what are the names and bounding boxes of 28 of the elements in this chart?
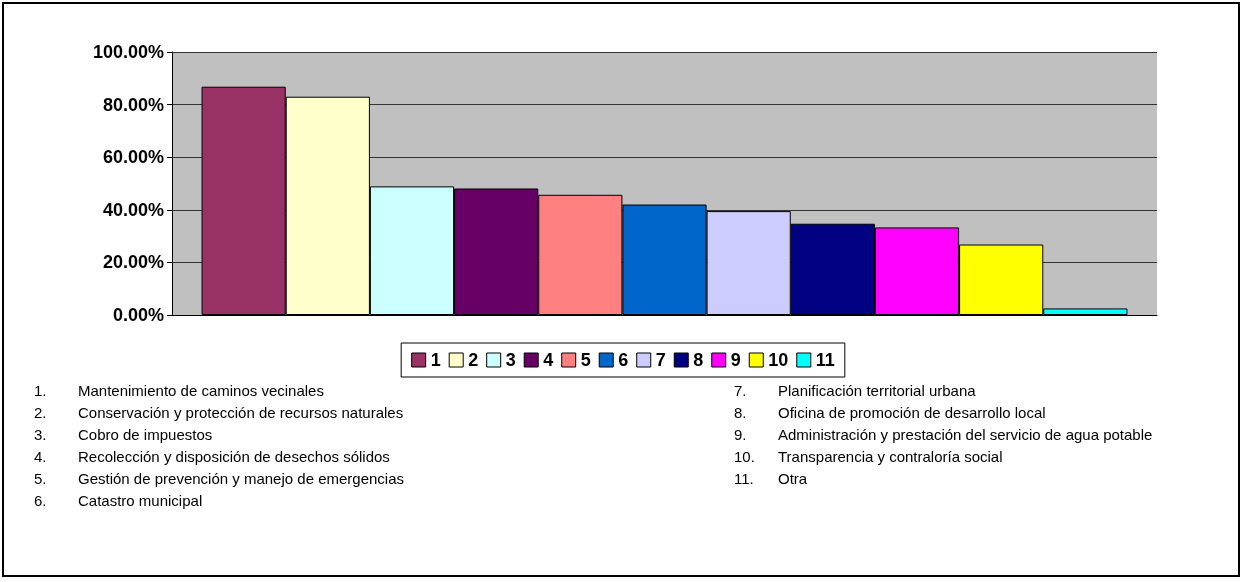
y-tick-label: 100.00% — [92, 42, 164, 62]
legend-label: 8 — [693, 350, 704, 370]
legend-label: 4 — [543, 350, 554, 370]
y-tick-label: 80.00% — [102, 94, 164, 115]
text: 1. Mantenimiento de caminos vecinales — [34, 382, 324, 399]
legend-label: 7 — [655, 350, 666, 370]
legend-label: 10 — [768, 350, 789, 370]
text: 4. Recolección y disposición de desechos sólidos — [34, 448, 390, 465]
text: 7. Planificación territorial urbana — [734, 382, 976, 399]
legend-label: 5 — [580, 350, 591, 370]
y-tick-label: 0.00% — [112, 305, 164, 325]
text: 11. Otra — [734, 470, 808, 487]
legend-label: 3 — [505, 350, 516, 370]
y-tick-label: 20.00% — [102, 252, 164, 273]
text: 9. Administración y prestación del servicio de agua potable — [734, 426, 1153, 443]
legend-label: 11 — [815, 350, 835, 370]
text: 3. Cobro de impuestos — [34, 426, 213, 443]
legend-label: 2 — [468, 350, 479, 370]
legend-label: 9 — [730, 350, 741, 370]
legend-label: 1 — [430, 350, 441, 370]
text: 10. Transparencia y contraloría social — [734, 448, 1003, 465]
y-tick-label: 40.00% — [102, 199, 164, 220]
text: 8. Oficina de promoción de desarrollo local — [734, 404, 1046, 421]
text: 6. Catastro municipal — [34, 492, 203, 509]
y-tick-label: 60.00% — [102, 147, 164, 168]
text: 2. Conservación y protección de recursos naturales — [34, 404, 404, 421]
text: 5. Gestión de prevención y manejo de emergencias — [34, 470, 405, 487]
legend-label: 6 — [618, 350, 629, 370]
